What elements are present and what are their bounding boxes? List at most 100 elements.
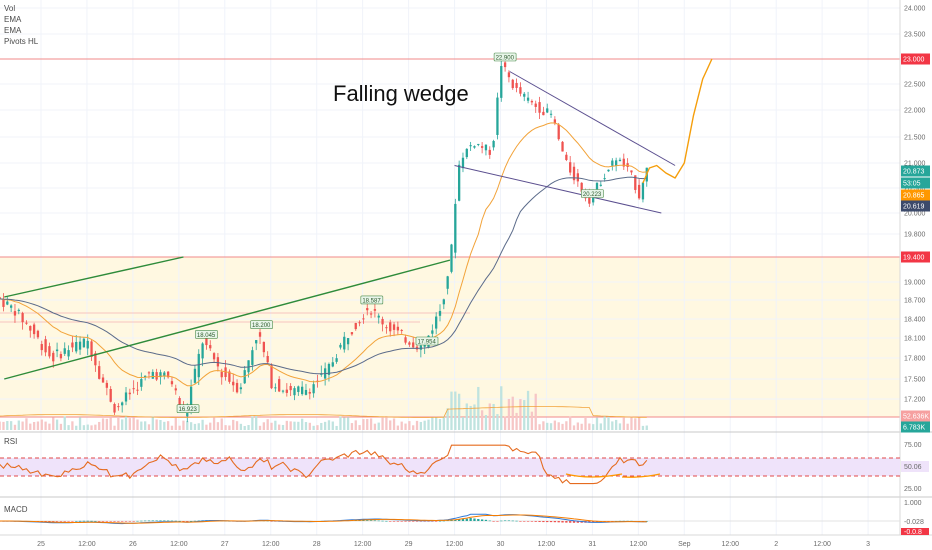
candle (9, 304, 13, 313)
volume-bar (350, 423, 354, 430)
candle (293, 386, 296, 401)
candle (75, 334, 78, 354)
candle (599, 181, 602, 187)
candle (78, 336, 82, 355)
volume-bar (247, 425, 250, 430)
volume-bar (78, 417, 82, 430)
wedge-upper (509, 71, 676, 166)
candle (32, 322, 36, 339)
candle (626, 158, 629, 172)
time-tick: 25 (37, 541, 45, 548)
price-tag: 19.400 (901, 251, 930, 263)
volume-bar (316, 425, 319, 430)
volume-bar (641, 425, 645, 430)
macd-bar (128, 521, 131, 522)
volume-bar (377, 422, 380, 430)
time-tick: 27 (221, 541, 229, 548)
macd-label[interactable]: MACD (4, 505, 28, 514)
rsi-pane[interactable]: RSI (0, 437, 900, 485)
volume-bar (105, 418, 109, 430)
macd-bar (155, 520, 158, 522)
candle (274, 383, 277, 392)
price-tick: 21.500 (904, 135, 926, 142)
volume-bar (538, 424, 541, 430)
candle (174, 384, 177, 395)
candle (159, 369, 162, 385)
legend-vol[interactable]: Vol (4, 4, 15, 13)
volume-bar (565, 421, 568, 430)
macd-bar (170, 520, 174, 522)
volume-bar (592, 424, 595, 430)
svg-text:18.200: 18.200 (252, 323, 271, 329)
candle (117, 403, 120, 411)
volume-bar (251, 416, 254, 430)
time-tick: 28 (313, 541, 321, 548)
candle (507, 70, 511, 83)
candle (465, 148, 468, 160)
macd-current-tag-2: -0.0.8 (904, 529, 922, 536)
candle (331, 357, 334, 368)
macd-bar (553, 521, 557, 523)
volume-bar (278, 424, 281, 430)
volume-bar (515, 412, 518, 430)
rsi-label[interactable]: RSI (4, 437, 17, 446)
volume-bar (109, 417, 112, 430)
macd-bar (136, 520, 139, 522)
legend-pivots[interactable]: Pivots HL (4, 37, 39, 46)
volume-bar (530, 411, 534, 430)
macd-bar (392, 521, 396, 522)
volume-bar (385, 416, 388, 430)
volume-bar (618, 423, 622, 430)
candle (25, 320, 28, 325)
volume-bar (381, 416, 384, 430)
macd-bar (546, 521, 549, 523)
macd-bar (480, 519, 484, 521)
volume-bar (557, 422, 560, 430)
candle (335, 354, 338, 364)
volume-bar (36, 421, 40, 430)
volume-bar (419, 421, 423, 430)
macd-bar (101, 521, 105, 522)
volume-bar (446, 408, 449, 430)
candle (503, 61, 507, 72)
candle (285, 383, 288, 397)
candle (40, 340, 43, 356)
macd-pane[interactable]: MACD (0, 505, 900, 525)
candle (278, 376, 281, 393)
candle (396, 321, 400, 335)
volume-bar (197, 423, 200, 430)
volume-bar (595, 417, 599, 430)
candle (569, 156, 572, 176)
macd-bar (469, 517, 472, 521)
trendlines[interactable] (4, 58, 713, 380)
legend-ema-2[interactable]: EMA (4, 26, 22, 35)
macd-bar (515, 520, 518, 522)
macd-bar (423, 521, 426, 522)
candle (622, 153, 625, 170)
time-axis[interactable]: 25 12:00 26 12:00 27 12:00 28 12:00 29 12:00 30 12:… (37, 541, 870, 548)
candle (155, 368, 158, 382)
volume-bar (262, 422, 266, 430)
candle (297, 385, 300, 396)
candle (0, 296, 1, 301)
volume-bar (626, 423, 629, 430)
volume-bar (473, 404, 476, 430)
candle (392, 322, 396, 337)
volume-bar (178, 425, 181, 430)
candle (232, 373, 235, 392)
volume-bar (132, 417, 135, 430)
macd-bar (193, 520, 197, 522)
candle (166, 370, 170, 379)
macd-bar (178, 520, 181, 522)
volume-bar (212, 417, 216, 430)
candle (346, 337, 350, 351)
pivot-labels: 22.900 20.223 18.587 18.200 18.045 17.954 16.9… (176, 52, 604, 413)
candle (450, 243, 453, 274)
legend-ema-1[interactable]: EMA (4, 15, 22, 24)
macd-bar (473, 518, 476, 521)
candle (492, 139, 495, 151)
volume-bar (503, 416, 507, 430)
macd-bar (113, 521, 116, 522)
macd-signal-line (0, 514, 647, 524)
